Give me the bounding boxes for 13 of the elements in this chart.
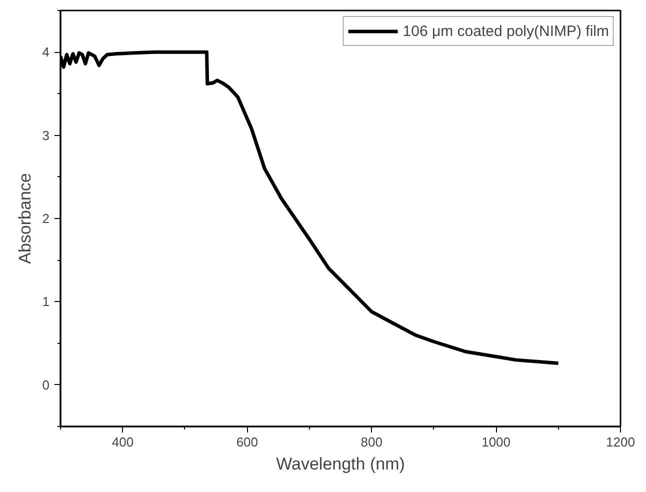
- x-tick-label: 400: [112, 434, 134, 450]
- x-tick-label: 800: [360, 434, 382, 450]
- x-tick-label: 1000: [482, 434, 511, 450]
- y-tick-label: 0: [42, 377, 50, 392]
- y-tick-label: 1: [42, 294, 50, 310]
- y-tick-label: 2: [42, 211, 50, 226]
- x-tick-label: 600: [236, 434, 258, 450]
- x-axis-title: Wavelength (nm): [276, 454, 405, 474]
- y-tick-label: 3: [42, 128, 50, 143]
- x-tick-label: 1200: [606, 434, 635, 450]
- y-axis-title: Absorbance: [15, 173, 34, 264]
- y-tick-label: 4: [42, 44, 50, 60]
- legend-label: 106 μm coated poly(NIMP) film: [402, 22, 609, 40]
